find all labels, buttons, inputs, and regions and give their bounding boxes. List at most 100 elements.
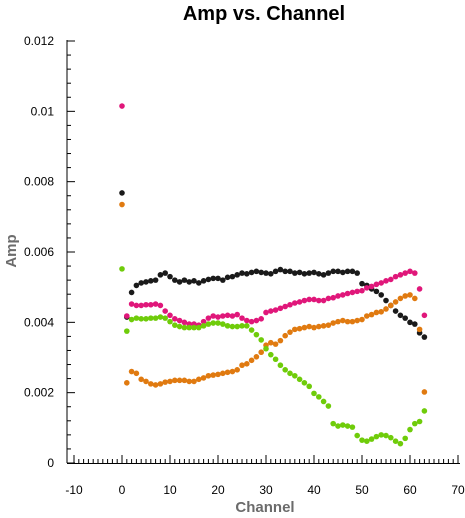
data-point	[402, 315, 409, 321]
y-tick-label: 0.008	[24, 175, 54, 189]
data-point	[215, 275, 221, 282]
data-point	[335, 268, 341, 275]
data-point	[344, 290, 351, 297]
data-point	[311, 269, 317, 276]
data-point	[124, 328, 130, 334]
data-point	[138, 316, 144, 322]
data-point	[368, 283, 375, 290]
data-point	[248, 327, 255, 333]
data-point	[383, 306, 389, 312]
data-point	[258, 269, 265, 276]
data-point	[282, 268, 289, 275]
x-tick-label: 70	[451, 483, 465, 497]
data-point	[397, 312, 404, 319]
data-point	[200, 278, 207, 284]
data-point	[234, 323, 240, 330]
data-point	[397, 295, 404, 302]
data-point	[205, 321, 212, 327]
data-point	[320, 297, 327, 304]
data-point	[383, 297, 389, 304]
data-point	[191, 324, 197, 331]
x-tick-label: 40	[307, 483, 321, 497]
data-point	[215, 371, 221, 378]
data-point	[407, 268, 413, 275]
data-point	[359, 316, 365, 323]
data-point	[306, 383, 313, 390]
data-point	[301, 271, 308, 277]
x-tick-label: 50	[355, 483, 369, 497]
data-point	[392, 438, 399, 444]
data-point	[229, 273, 236, 280]
data-point	[196, 280, 202, 286]
data-point	[239, 315, 245, 321]
data-point	[172, 377, 178, 384]
data-point	[349, 318, 356, 325]
data-point	[344, 318, 351, 325]
data-point	[330, 268, 337, 275]
data-point	[157, 314, 164, 320]
data-point	[210, 313, 216, 319]
y-tick-label: 0.006	[24, 245, 54, 259]
data-point	[162, 308, 168, 314]
data-point	[397, 440, 404, 447]
data-point	[330, 320, 337, 326]
data-point	[253, 317, 260, 324]
data-point	[181, 277, 188, 283]
data-point	[263, 309, 269, 316]
data-point	[172, 316, 178, 322]
data-point	[407, 426, 413, 433]
data-point	[119, 201, 125, 208]
data-point	[325, 295, 332, 302]
data-point	[248, 269, 255, 276]
data-point	[311, 296, 317, 303]
data-point	[181, 324, 188, 331]
y-tick-label: 0.012	[24, 34, 54, 48]
data-point	[292, 326, 298, 333]
data-point	[277, 266, 284, 273]
data-point	[239, 270, 245, 276]
data-point	[301, 297, 308, 304]
data-point	[253, 331, 260, 338]
data-point	[186, 324, 192, 331]
data-point	[301, 324, 308, 331]
data-point	[397, 272, 404, 278]
x-tick-label: -10	[65, 483, 83, 497]
data-point	[176, 323, 183, 330]
data-point	[152, 382, 159, 388]
data-point	[263, 270, 269, 276]
data-point	[205, 315, 212, 321]
data-point	[162, 379, 168, 385]
data-point	[344, 423, 351, 429]
data-point	[191, 278, 197, 284]
data-point	[340, 269, 346, 276]
data-point	[181, 377, 188, 384]
data-point	[234, 367, 240, 373]
data-point	[124, 313, 130, 319]
data-point	[167, 273, 173, 280]
data-point	[306, 323, 313, 330]
data-point	[176, 377, 183, 384]
data-point	[157, 272, 164, 278]
data-point	[229, 368, 236, 375]
data-point	[272, 341, 279, 347]
data-point	[205, 276, 212, 283]
data-point	[244, 317, 250, 324]
data-point	[272, 307, 279, 313]
data-point	[248, 357, 255, 364]
data-point	[320, 398, 327, 405]
data-point	[133, 315, 140, 321]
data-point	[263, 345, 269, 352]
data-point	[234, 272, 240, 278]
data-point	[224, 274, 231, 281]
x-tick-label: 20	[211, 483, 225, 497]
data-point	[268, 351, 274, 358]
data-point	[330, 294, 337, 301]
data-point	[325, 322, 332, 328]
data-point	[335, 293, 341, 299]
x-tick-label: 10	[163, 483, 177, 497]
data-point	[220, 370, 226, 377]
data-point	[128, 301, 135, 307]
data-point	[210, 275, 216, 282]
data-point	[234, 311, 240, 318]
data-point	[364, 438, 370, 444]
